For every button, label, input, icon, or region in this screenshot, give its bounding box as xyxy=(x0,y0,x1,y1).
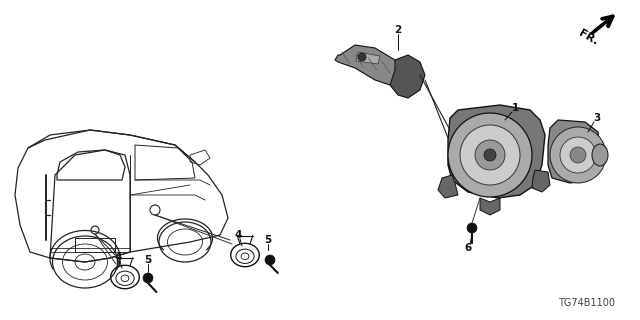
Polygon shape xyxy=(335,45,405,85)
Circle shape xyxy=(265,255,275,265)
Polygon shape xyxy=(438,175,458,198)
Circle shape xyxy=(550,127,606,183)
Polygon shape xyxy=(532,170,550,192)
Circle shape xyxy=(467,223,477,233)
Text: 4: 4 xyxy=(234,230,242,240)
Text: 3: 3 xyxy=(593,113,600,123)
Circle shape xyxy=(448,113,532,197)
Bar xyxy=(75,238,115,252)
Polygon shape xyxy=(548,120,600,183)
Text: 5: 5 xyxy=(264,235,271,245)
Ellipse shape xyxy=(592,144,608,166)
Text: 6: 6 xyxy=(465,243,472,253)
Polygon shape xyxy=(390,55,425,98)
Circle shape xyxy=(143,273,153,283)
Circle shape xyxy=(570,147,586,163)
Text: FR.: FR. xyxy=(577,28,600,47)
Text: 5: 5 xyxy=(145,255,152,265)
Polygon shape xyxy=(356,52,380,64)
Circle shape xyxy=(560,137,596,173)
Text: 1: 1 xyxy=(511,103,518,113)
Text: 2: 2 xyxy=(394,25,402,35)
Text: 4: 4 xyxy=(115,252,122,262)
Circle shape xyxy=(358,53,366,61)
Text: TG74B1100: TG74B1100 xyxy=(558,298,615,308)
Circle shape xyxy=(460,125,520,185)
Circle shape xyxy=(484,149,496,161)
Polygon shape xyxy=(448,105,545,198)
Circle shape xyxy=(475,140,505,170)
Polygon shape xyxy=(480,198,500,215)
